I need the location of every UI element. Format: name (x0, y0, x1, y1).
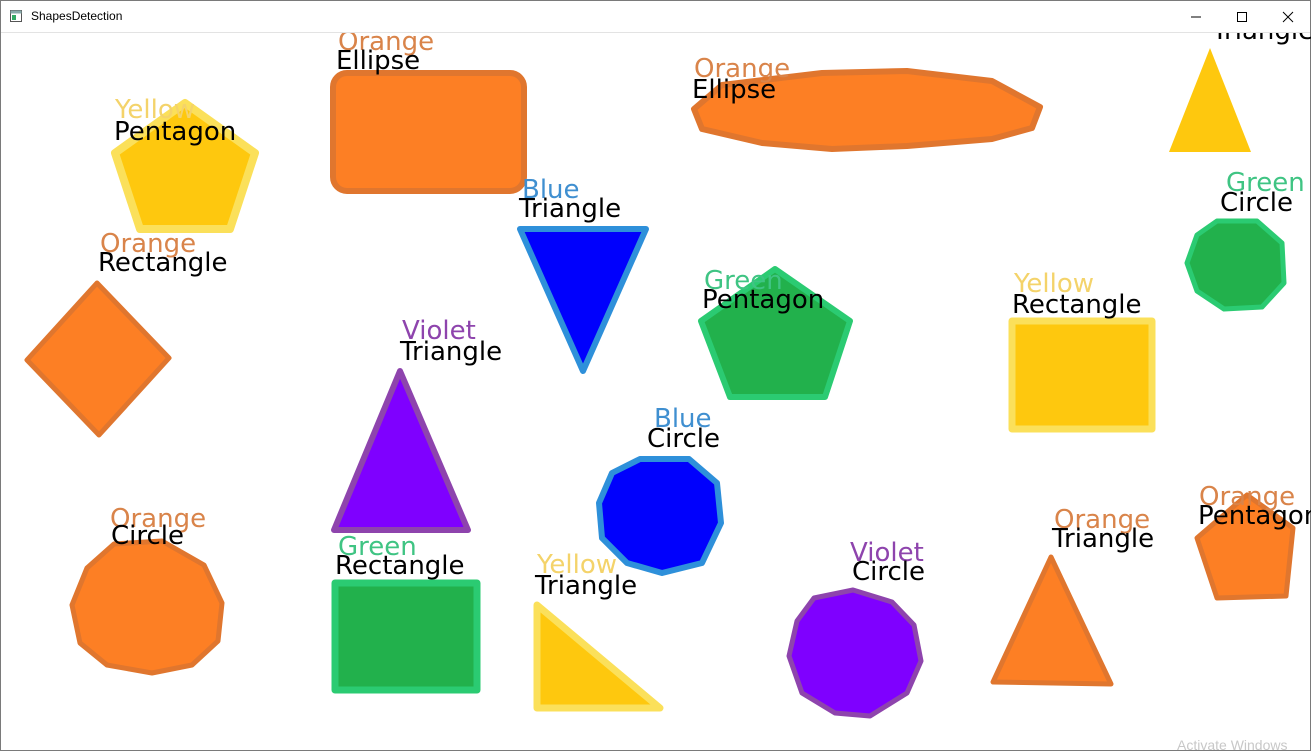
window-title: ShapesDetection (31, 9, 123, 23)
shape-label-l11: Circle (647, 424, 720, 454)
close-icon (1282, 11, 1294, 22)
minimize-button[interactable] (1173, 1, 1219, 32)
color-label-l11: Blue (654, 404, 712, 434)
green-circle-shape (1184, 218, 1287, 312)
shape-label-l13: Rectangle (335, 551, 465, 581)
shape-label-l3: Ellipse (692, 75, 776, 105)
shape-label-l2: Ellipse (336, 46, 420, 76)
maximize-icon (1237, 11, 1247, 22)
close-button[interactable] (1265, 1, 1311, 32)
color-label-l16: Orange (1054, 505, 1150, 535)
minimize-icon (1191, 16, 1201, 17)
shape-label-l10: Triangle (399, 337, 502, 367)
yellow-triangle-shape-bottom (533, 601, 664, 712)
yellow-pentagon-shape (111, 99, 259, 233)
color-label-l6: Orange (100, 229, 196, 259)
shape-label-l16: Triangle (1051, 524, 1154, 554)
orange-ellipse-shape (691, 68, 1043, 152)
color-label-l3: Orange (694, 54, 790, 84)
activation-watermark: Activate Windows (1177, 737, 1288, 753)
color-label-l2: Orange (338, 33, 434, 57)
green-rectangle-shape (331, 579, 481, 694)
color-label-l8: Green (704, 266, 783, 296)
violet-circle-shape (786, 587, 924, 719)
color-label-l5: Blue (522, 175, 580, 205)
color-label-l10: Violet (402, 316, 476, 346)
color-label-l1: Yellow (114, 95, 195, 125)
violet-triangle-shape (331, 368, 471, 533)
shape-label-l8: Pentagon (702, 285, 824, 315)
shapes-image: Yellow Orange Orange Blue Orange Green G… (24, 33, 1311, 719)
blue-circle-shape (596, 456, 724, 576)
shape-label-l7: Circle (1220, 188, 1293, 218)
color-label-l13: Green (338, 532, 417, 562)
orange-rectangle-shape-top (330, 70, 527, 194)
color-label-l14: Yellow (536, 550, 617, 580)
yellow-triangle-shape-top (1169, 48, 1251, 152)
app-icon (10, 10, 22, 22)
color-label-l7: Green (1226, 168, 1305, 198)
shape-label-l4: Triangle (1211, 33, 1311, 46)
orange-pentagon-shape (1194, 492, 1296, 601)
shape-label-l14: Triangle (534, 571, 637, 601)
maximize-button[interactable] (1219, 1, 1265, 32)
color-label-l17: Orange (1199, 482, 1295, 512)
image-canvas: Yellow Orange Orange Blue Orange Green G… (2, 33, 1311, 751)
shape-label-l15: Circle (852, 557, 925, 587)
blue-triangle-shape (517, 226, 649, 374)
color-label-l12: Orange (110, 504, 206, 534)
shape-label-l9: Rectangle (1012, 290, 1142, 320)
orange-rectangle-shape-diamond (24, 280, 172, 438)
yellow-rectangle-shape (1008, 317, 1156, 433)
green-pentagon-shape (698, 266, 853, 400)
shape-label-l17: Pentagon (1198, 501, 1311, 531)
orange-triangle-shape (990, 554, 1114, 687)
shape-label-l6: Rectangle (98, 248, 228, 278)
color-label-l9: Yellow (1013, 269, 1094, 299)
shape-label-l12: Circle (111, 521, 184, 551)
shape-label-l1: Pentagon (114, 117, 236, 147)
title-bar[interactable]: ShapesDetection (1, 1, 1310, 33)
shape-label-l5: Triangle (518, 194, 621, 224)
color-label-l15: Violet (850, 538, 924, 568)
orange-circle-shape (69, 538, 225, 676)
